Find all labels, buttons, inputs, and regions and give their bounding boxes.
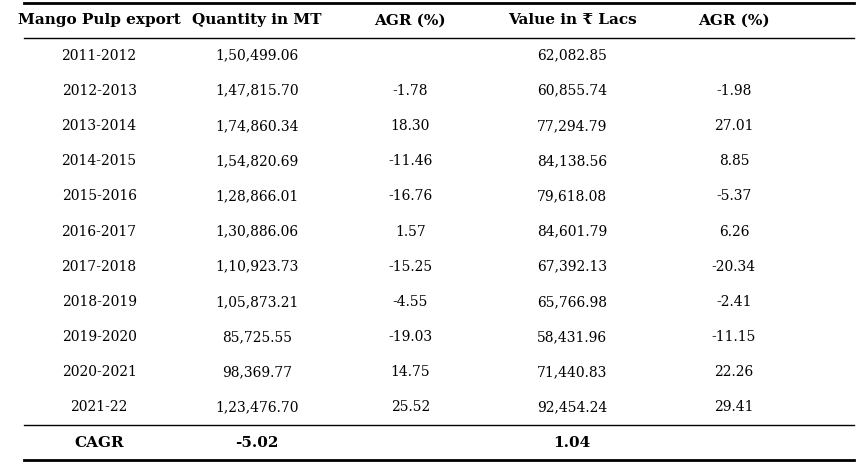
Text: -11.15: -11.15 [711, 330, 756, 344]
Text: 67,392.13: 67,392.13 [537, 260, 607, 274]
Text: 1.04: 1.04 [554, 436, 590, 450]
Text: 2020-2021: 2020-2021 [62, 365, 136, 379]
Text: 1,47,815.70: 1,47,815.70 [215, 84, 298, 98]
Text: 14.75: 14.75 [391, 365, 430, 379]
Text: 2015-2016: 2015-2016 [62, 189, 136, 203]
Text: 71,440.83: 71,440.83 [536, 365, 608, 379]
Text: 2011-2012: 2011-2012 [62, 49, 136, 63]
Text: 1,05,873.21: 1,05,873.21 [215, 295, 298, 309]
Text: -11.46: -11.46 [388, 154, 433, 168]
Text: 1,74,860.34: 1,74,860.34 [215, 119, 298, 133]
Text: 1,10,923.73: 1,10,923.73 [215, 260, 298, 274]
Text: 65,766.98: 65,766.98 [537, 295, 607, 309]
Text: 2018-2019: 2018-2019 [62, 295, 136, 309]
Text: -20.34: -20.34 [712, 260, 756, 274]
Text: 8.85: 8.85 [719, 154, 749, 168]
Text: 1,28,866.01: 1,28,866.01 [215, 189, 298, 203]
Text: 58,431.96: 58,431.96 [537, 330, 607, 344]
Text: -4.55: -4.55 [393, 295, 428, 309]
Text: 1,23,476.70: 1,23,476.70 [215, 400, 298, 414]
Text: 84,138.56: 84,138.56 [537, 154, 607, 168]
Text: -5.02: -5.02 [235, 436, 279, 450]
Text: Value in ₹ Lacs: Value in ₹ Lacs [507, 13, 637, 27]
Text: AGR (%): AGR (%) [698, 13, 770, 27]
Text: 92,454.24: 92,454.24 [537, 400, 608, 414]
Text: 85,725.55: 85,725.55 [222, 330, 291, 344]
Text: 2013-2014: 2013-2014 [62, 119, 136, 133]
Text: 77,294.79: 77,294.79 [536, 119, 608, 133]
Text: 2019-2020: 2019-2020 [62, 330, 136, 344]
Text: 1,30,886.06: 1,30,886.06 [215, 225, 298, 238]
Text: -1.78: -1.78 [393, 84, 428, 98]
Text: 2017-2018: 2017-2018 [62, 260, 136, 274]
Text: -19.03: -19.03 [388, 330, 432, 344]
Text: -1.98: -1.98 [716, 84, 752, 98]
Text: 22.26: 22.26 [714, 365, 753, 379]
Text: 1,50,499.06: 1,50,499.06 [215, 49, 298, 63]
Text: 98,369.77: 98,369.77 [222, 365, 291, 379]
Text: -16.76: -16.76 [388, 189, 433, 203]
Text: 2016-2017: 2016-2017 [62, 225, 136, 238]
Text: Quantity in MT: Quantity in MT [192, 13, 321, 27]
Text: 60,855.74: 60,855.74 [537, 84, 607, 98]
Text: -15.25: -15.25 [388, 260, 432, 274]
Text: 1.57: 1.57 [395, 225, 426, 238]
Text: 1,54,820.69: 1,54,820.69 [215, 154, 298, 168]
Text: -2.41: -2.41 [716, 295, 752, 309]
Text: 27.01: 27.01 [714, 119, 753, 133]
Text: 29.41: 29.41 [714, 400, 753, 414]
Text: 62,082.85: 62,082.85 [537, 49, 607, 63]
Text: 84,601.79: 84,601.79 [537, 225, 608, 238]
Text: -5.37: -5.37 [716, 189, 752, 203]
Text: 79,618.08: 79,618.08 [537, 189, 607, 203]
Text: 25.52: 25.52 [391, 400, 430, 414]
Text: 2021-22: 2021-22 [70, 400, 128, 414]
Text: Mango Pulp export: Mango Pulp export [18, 13, 181, 27]
Text: 2012-2013: 2012-2013 [62, 84, 136, 98]
Text: 2014-2015: 2014-2015 [62, 154, 136, 168]
Text: 6.26: 6.26 [719, 225, 749, 238]
Text: CAGR: CAGR [75, 436, 124, 450]
Text: 18.30: 18.30 [391, 119, 430, 133]
Text: AGR (%): AGR (%) [375, 13, 446, 27]
